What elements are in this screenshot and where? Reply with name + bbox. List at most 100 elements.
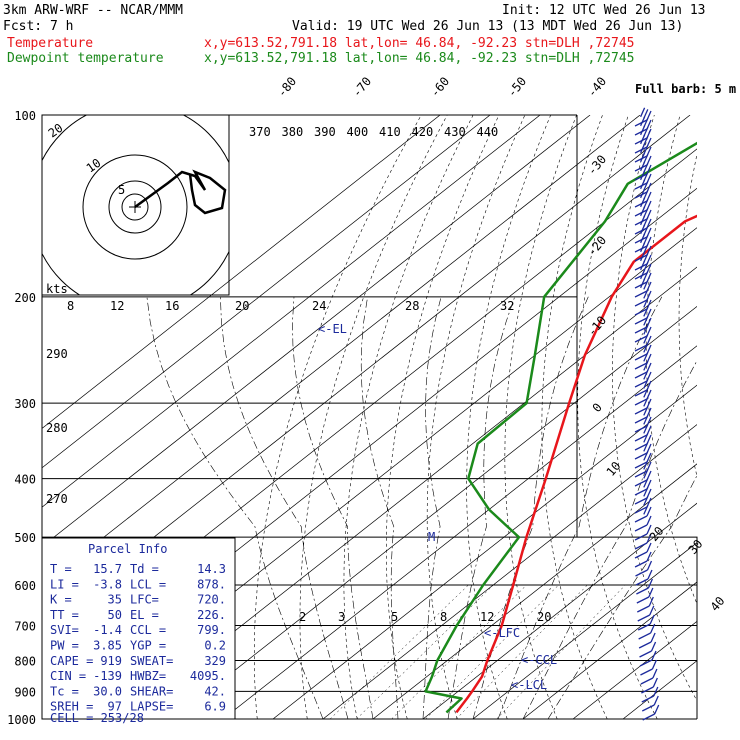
pressure-tick-label: 1000 — [7, 713, 36, 727]
wind-barb — [634, 278, 652, 298]
parcel-key: SWEAT= — [130, 654, 173, 668]
isotherm — [372, 463, 697, 719]
wind-barb — [634, 361, 652, 379]
parcel-key: Td = — [130, 562, 159, 576]
parcel-value: -139 — [93, 669, 122, 683]
parcel-value: 919 — [100, 654, 122, 668]
hodograph-ring-5: 5 — [118, 183, 125, 197]
dry-adiabat — [504, 115, 577, 719]
mixing-ratio-lower-label: 5 — [391, 610, 398, 624]
wind-barb — [642, 704, 660, 721]
dry-adiabat — [645, 115, 697, 605]
parcel-value: 799. — [197, 623, 226, 637]
wind-barb — [639, 650, 657, 667]
mixing-ratio-upper-label: 24 — [312, 299, 326, 313]
parcel-key: TT = — [50, 608, 79, 622]
parcel-value: -3.8 — [93, 577, 122, 591]
isotherm — [272, 384, 697, 719]
parcel-key: EL = — [130, 608, 159, 622]
parcel-key: CIN = — [50, 669, 86, 683]
wind-barb — [634, 415, 652, 433]
hodograph-unit: kts — [46, 282, 68, 296]
dry-adiabat — [466, 115, 551, 719]
hodograph: 5 10 20 kts — [41, 114, 230, 296]
mixing-ratio-upper-label: 8 — [67, 299, 74, 313]
pressure-tick-label: 200 — [14, 291, 36, 305]
mixing-ratio-line — [356, 584, 494, 719]
wind-barb — [634, 206, 652, 226]
theta-e-tick-label: 400 — [347, 125, 369, 139]
moist-adiabat — [146, 296, 324, 719]
mixing-ratio-upper-label: 16 — [165, 299, 179, 313]
pressure-tick-label: 500 — [14, 531, 36, 545]
temperature-tick-label: -50 — [505, 74, 530, 100]
parcel-key: PW = — [50, 639, 79, 653]
wind-barb — [635, 569, 653, 586]
wind-barb — [637, 596, 654, 613]
wind-barb — [634, 215, 652, 235]
moist-adiabat — [447, 296, 515, 719]
isotherm — [172, 305, 697, 719]
parcel-value: 97 — [108, 700, 122, 714]
parcel-value: 4095. — [190, 669, 226, 683]
wind-barb — [640, 659, 658, 676]
temperature-tick-label: -10 — [585, 313, 610, 339]
theta-e-tick-label: 370 — [249, 125, 271, 139]
temperature-profile — [455, 214, 697, 714]
wind-barb — [634, 251, 652, 271]
wind-barb — [634, 442, 652, 460]
mixing-ratio-upper-label: 32 — [500, 299, 514, 313]
wind-barb — [637, 605, 655, 622]
isotherm — [522, 581, 697, 719]
isotherm — [222, 345, 697, 719]
wind-barb — [634, 370, 652, 388]
wind-barb — [637, 614, 655, 631]
theta-e-tick-label: 410 — [379, 125, 401, 139]
wind-barb — [636, 587, 654, 604]
parcel-value: 329 — [204, 654, 226, 668]
isotherm — [472, 542, 697, 719]
parcel-key: K = — [50, 593, 72, 607]
wind-barb — [641, 677, 658, 694]
hodograph-ring-10: 10 — [84, 156, 104, 176]
mixing-ratio-lower-label: 8 — [440, 610, 447, 624]
parcel-value: -1.4 — [93, 623, 122, 637]
wind-barb — [634, 551, 652, 568]
parcel-value: 35 — [108, 593, 122, 607]
parcel-key: HWBZ= — [130, 669, 166, 683]
isotherm — [42, 115, 491, 469]
dry-adiabat — [678, 152, 697, 478]
level-annotation: M — [428, 530, 435, 544]
wind-barb — [638, 623, 656, 640]
wind-barb — [634, 325, 652, 343]
wind-barb — [634, 224, 652, 244]
parcel-key: Tc = — [50, 684, 79, 698]
pressure-tick-label: 900 — [14, 685, 36, 699]
wind-barb — [634, 289, 652, 307]
dewpoint-legend: Dewpoint temperature — [7, 51, 164, 66]
hodograph-trace — [134, 169, 227, 215]
wind-barb — [634, 134, 652, 154]
temperature-tick-label: 10 — [604, 459, 624, 479]
parcel-value: 14.3 — [197, 562, 226, 576]
parcel-key: LFC= — [130, 593, 159, 607]
wind-barb — [634, 451, 652, 469]
dry-adiabat — [612, 115, 697, 702]
wind-barb — [634, 487, 652, 505]
parcel-value: 720. — [197, 593, 226, 607]
theta-e-tick-label: 420 — [412, 125, 434, 139]
mixing-ratio-lower-label: 12 — [480, 610, 494, 624]
wind-barb — [634, 179, 652, 199]
theta-e-tick-label: 390 — [314, 125, 336, 139]
theta-tick-label: 270 — [46, 492, 68, 506]
mixing-ratio-line — [425, 584, 559, 719]
level-annotation: <-LCL — [511, 678, 547, 692]
temperature-tick-label: -60 — [428, 74, 453, 100]
parcel-key: T = — [50, 562, 72, 576]
wind-barb — [634, 143, 652, 163]
wind-barb — [634, 469, 652, 487]
dewpoint-profile — [424, 141, 697, 714]
parcel-value: 42. — [204, 684, 226, 698]
dry-adiabat — [711, 115, 740, 719]
